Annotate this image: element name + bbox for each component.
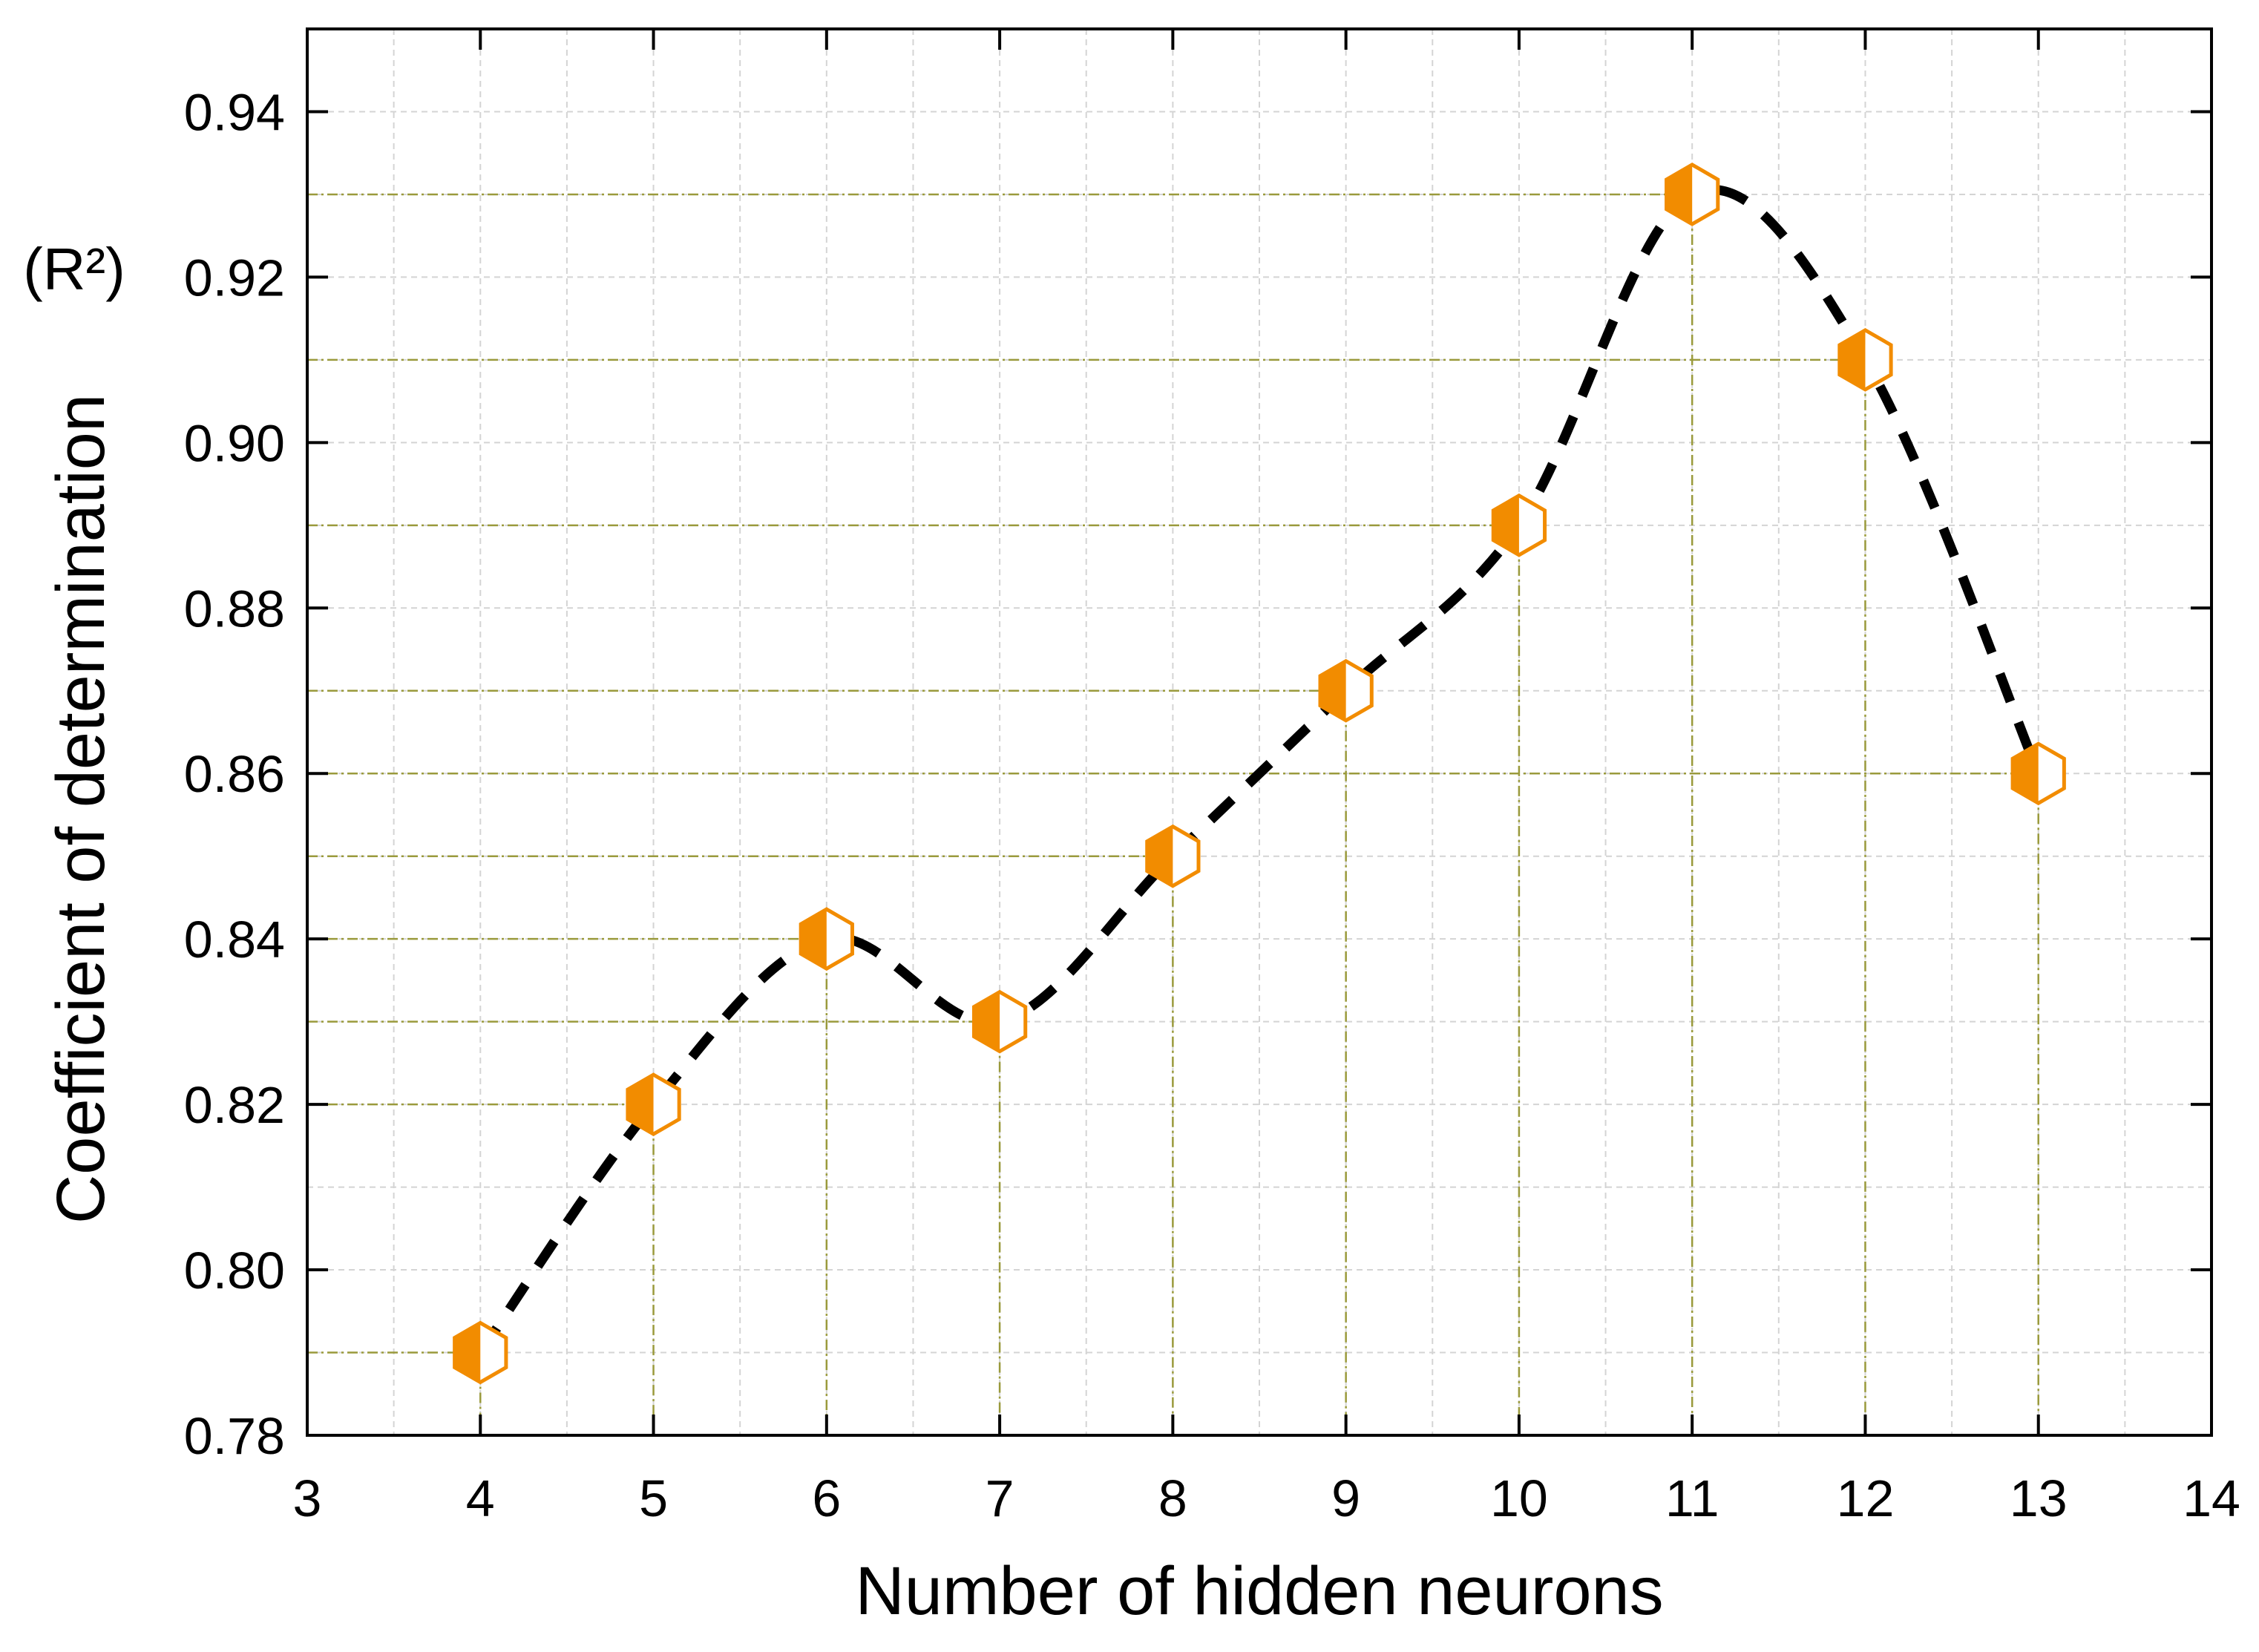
marker xyxy=(626,1072,681,1137)
x-tick-label: 13 xyxy=(2010,1469,2068,1527)
marker xyxy=(1665,163,1720,226)
marker-fill xyxy=(627,1075,654,1135)
marker xyxy=(2010,741,2066,806)
y-tick-label: 0.88 xyxy=(184,580,285,637)
y-tick-label: 0.80 xyxy=(184,1242,285,1299)
y-tick-label: 0.86 xyxy=(184,745,285,803)
marker xyxy=(799,907,854,971)
marker-fill xyxy=(974,991,1000,1052)
marker xyxy=(1491,493,1547,557)
x-tick-label: 5 xyxy=(639,1469,668,1527)
y-axis-unit: (R²) xyxy=(23,236,125,302)
x-tick-label: 11 xyxy=(1665,1469,1719,1527)
marker-fill xyxy=(2013,744,2039,804)
marker-outline xyxy=(626,1072,681,1137)
data-line xyxy=(476,185,2043,1356)
marker-outline xyxy=(1145,824,1201,888)
x-tick-label: 4 xyxy=(466,1469,495,1527)
x-tick-label: 3 xyxy=(293,1469,322,1527)
y-tick-label: 0.78 xyxy=(184,1407,285,1465)
marker-fill xyxy=(1147,826,1173,886)
marker-fill xyxy=(801,909,827,969)
marker-outline xyxy=(971,989,1028,1054)
marker xyxy=(1837,327,1893,392)
marker-outline xyxy=(1318,658,1374,723)
x-tick-label: 10 xyxy=(1490,1469,1548,1527)
marker-outline xyxy=(453,1320,508,1385)
x-axis-title: Number of hidden neurons xyxy=(855,1553,1663,1629)
marker-outline xyxy=(1665,163,1720,226)
y-tick-label: 0.90 xyxy=(184,414,285,472)
marker-outline xyxy=(799,907,854,971)
plot-frame xyxy=(306,27,2213,1437)
marker-outline xyxy=(1491,493,1547,557)
x-tick-label: 9 xyxy=(1331,1469,1360,1527)
marker xyxy=(1145,824,1201,888)
marker-fill xyxy=(1319,661,1346,721)
marker xyxy=(971,989,1028,1054)
marker-outline xyxy=(2010,741,2066,806)
x-tick-label: 12 xyxy=(1837,1469,1895,1527)
x-tick-label: 14 xyxy=(2183,1469,2240,1527)
x-tick-label: 7 xyxy=(986,1469,1014,1527)
marker-fill xyxy=(1839,330,1866,390)
marker xyxy=(453,1320,508,1385)
marker-fill xyxy=(1493,495,1519,555)
x-tick-label: 6 xyxy=(812,1469,841,1527)
marker xyxy=(1318,658,1374,723)
y-axis-title: Coefficient of determination xyxy=(43,394,119,1224)
x-tick-label: 8 xyxy=(1158,1469,1187,1527)
marker-fill xyxy=(1666,164,1693,224)
y-tick-label: 0.84 xyxy=(184,911,285,968)
marker-outline xyxy=(1837,327,1893,392)
y-tick-label: 0.82 xyxy=(184,1076,285,1134)
y-tick-label: 0.92 xyxy=(184,249,285,307)
y-tick-label: 0.94 xyxy=(184,83,285,141)
marker-fill xyxy=(454,1322,481,1383)
